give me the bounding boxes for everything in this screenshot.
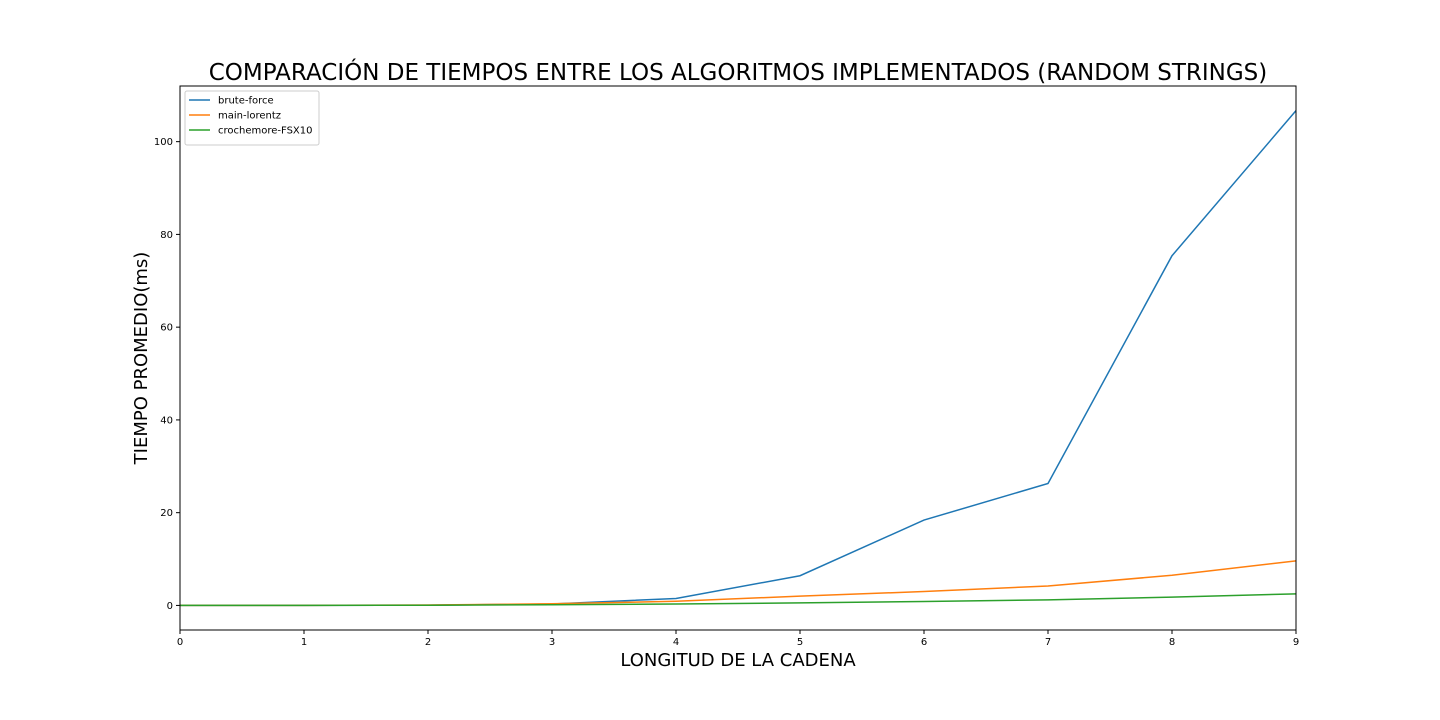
y-tick-label: 0 bbox=[167, 601, 173, 612]
y-tick-label: 100 bbox=[154, 137, 173, 148]
x-axis-label: LONGITUD DE LA CADENA bbox=[620, 650, 856, 671]
y-axis-label: TIEMPO PROMEDIO(ms) bbox=[131, 252, 152, 466]
x-tick-label: 8 bbox=[1169, 637, 1175, 648]
legend-label-brute-force: brute-force bbox=[218, 96, 274, 107]
x-tick-label: 4 bbox=[673, 637, 679, 648]
x-tick-label: 1 bbox=[301, 637, 307, 648]
x-tick-label: 7 bbox=[1045, 637, 1051, 648]
x-tick-label: 6 bbox=[921, 637, 927, 648]
chart-title: COMPARACIÓN DE TIEMPOS ENTRE LOS ALGORIT… bbox=[209, 58, 1267, 86]
legend-label-main-lorentz: main-lorentz bbox=[218, 111, 281, 122]
plot-frame bbox=[179, 85, 1297, 631]
x-tick-label: 5 bbox=[797, 637, 803, 648]
y-tick-label: 60 bbox=[160, 323, 173, 334]
y-axis: 0 20 40 60 80 100 bbox=[154, 137, 180, 612]
x-tick-label: 3 bbox=[549, 637, 555, 648]
series-line-crochemore-FSX10 bbox=[180, 593, 1297, 607]
x-tick-label: 2 bbox=[425, 637, 431, 648]
plot-area bbox=[180, 110, 1297, 607]
y-tick-label: 80 bbox=[160, 230, 173, 241]
x-tick-label: 0 bbox=[177, 637, 183, 648]
legend-label-crochemore-FSX10: crochemore-FSX10 bbox=[218, 126, 313, 137]
series-line-brute-force bbox=[180, 110, 1297, 607]
x-tick-label: 9 bbox=[1293, 637, 1299, 648]
y-tick-label: 20 bbox=[160, 508, 173, 519]
legend-box bbox=[184, 90, 320, 146]
y-tick-label: 40 bbox=[160, 415, 173, 426]
legend: brute-force main-lorentz crochemore-FSX10 bbox=[184, 90, 320, 146]
x-axis: 0 1 2 3 4 5 6 7 8 9 bbox=[177, 630, 1299, 648]
